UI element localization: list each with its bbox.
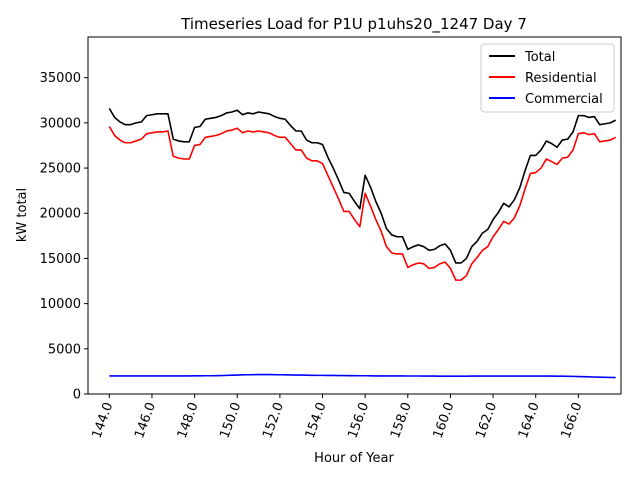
y-tick-label: 20000 xyxy=(40,207,81,222)
series-line-commercial xyxy=(109,373,616,379)
legend-label-total: Total xyxy=(524,50,555,65)
series-layer xyxy=(108,107,617,379)
y-tick-label: 35000 xyxy=(40,71,81,86)
legend: Total Residential Commercial xyxy=(480,43,615,113)
y-tick-label: 10000 xyxy=(40,297,81,312)
plot-frame xyxy=(87,36,622,395)
series-line-total xyxy=(108,107,617,264)
y-axis: 0 5000 10000 15000 20000 25000 30000 35000 xyxy=(40,71,88,403)
y-tick-label: 0 xyxy=(73,388,81,403)
legend-label-commercial: Commercial xyxy=(525,92,603,107)
y-axis-label: kW total xyxy=(15,188,30,242)
y-tick-label: 25000 xyxy=(40,162,81,177)
series-line-residential xyxy=(108,126,617,281)
chart-title: Timeseries Load for P1U p1uhs20_1247 Day… xyxy=(180,15,527,34)
legend-box xyxy=(480,43,615,113)
y-tick-label: 30000 xyxy=(40,116,81,131)
x-axis-label: Hour of Year xyxy=(314,451,394,466)
legend-label-residential: Residential xyxy=(525,71,597,86)
y-tick-label: 5000 xyxy=(48,342,81,357)
y-tick-label: 15000 xyxy=(40,252,81,267)
